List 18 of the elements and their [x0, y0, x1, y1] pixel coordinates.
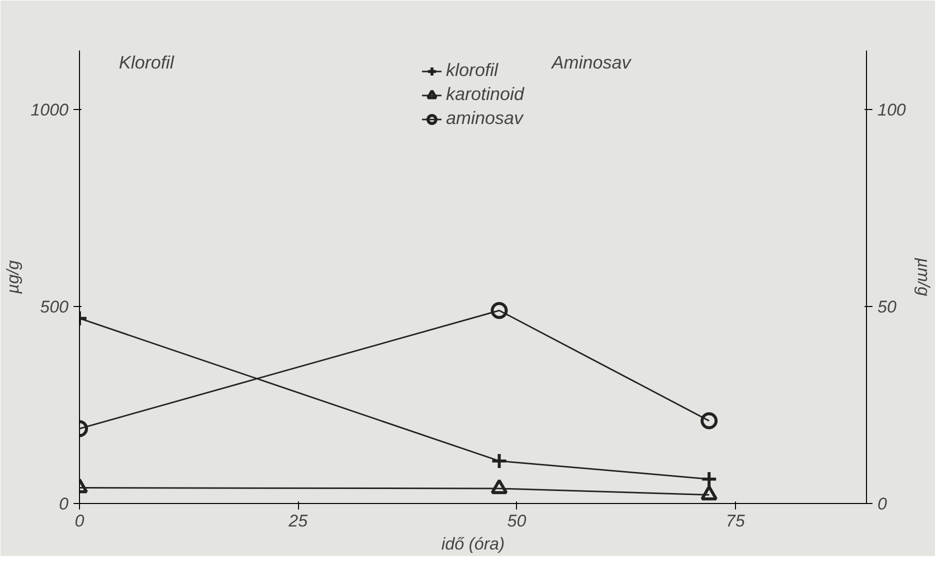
- y-tick-label: 500: [40, 298, 70, 317]
- y-tick-label: 0: [59, 494, 70, 514]
- y-axis-title: µg/g: [4, 260, 23, 295]
- y2-tick-label: 50: [878, 298, 897, 317]
- annotation: Aminosav: [550, 52, 632, 72]
- y2-tick-label: 100: [878, 100, 906, 120]
- y2-axis-title: µm/g: [914, 256, 933, 297]
- y-tick-label: 1000: [30, 100, 70, 120]
- x-tick-label: 75: [726, 512, 746, 530]
- x-axis-title: idő (óra): [441, 534, 505, 554]
- annotation: Klorofil: [118, 52, 175, 72]
- x-tick-label: 50: [507, 512, 527, 530]
- legend-label: karotinoid: [446, 84, 524, 105]
- x-tick-label: 0: [74, 512, 85, 530]
- y2-tick-label: 0: [878, 494, 888, 514]
- legend-label: aminosav: [446, 108, 524, 129]
- x-tick-label: 25: [288, 512, 308, 530]
- legend-label: klorofil: [446, 60, 498, 81]
